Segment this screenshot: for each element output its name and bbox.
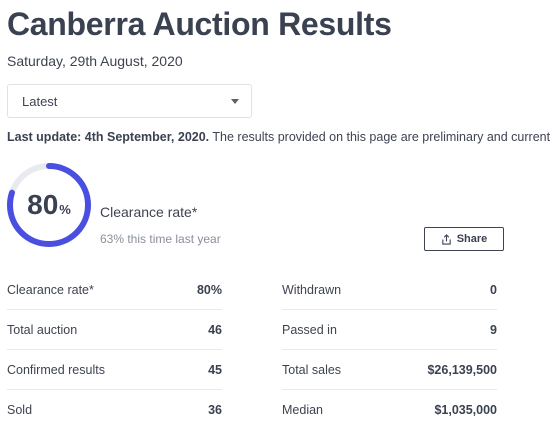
last-update-label: Last update: 4th September, 2020. [7,130,210,144]
last-year-comparison: 63% this time last year [100,232,221,246]
stat-label: Passed in [282,322,337,337]
stat-value: $26,139,500 [427,362,497,377]
stat-row-total-sales: Total sales $26,139,500 [282,350,497,390]
chevron-down-icon [231,98,239,104]
share-label: Share [456,233,488,245]
last-update-note: Last update: 4th September, 2020. The re… [7,130,554,144]
stat-row-total-auction: Total auction 46 [7,310,222,350]
clearance-rate-label: Clearance rate* [100,204,198,220]
stat-value: 0 [490,282,497,297]
gauge-progress-arc [7,163,91,247]
stat-value: 45 [208,362,222,377]
clearance-rate-gauge [7,163,91,247]
stat-row-passed-in: Passed in 9 [282,310,497,350]
stat-row-withdrawn: Withdrawn 0 [282,270,497,310]
gauge-value: 80% [6,162,92,248]
gauge-percent-sign: % [59,202,71,217]
stat-value: 36 [208,403,222,417]
stat-label: Median [282,403,323,417]
stat-label: Total auction [7,322,78,337]
stat-label: Confirmed results [7,362,105,377]
gauge-number: 80 [27,189,59,220]
stat-row-clearance-rate: Clearance rate* 80% [7,270,222,310]
results-period-value: Latest [22,93,58,109]
stat-row-median: Median $1,035,000 [282,390,497,427]
results-period-select[interactable]: Latest [7,84,252,118]
stat-row-confirmed-results: Confirmed results 45 [7,350,222,390]
stat-row-sold: Sold 36 [7,390,222,427]
last-update-text: The results provided on this page are pr… [209,130,551,144]
share-icon [441,233,451,245]
stat-value: 46 [208,322,222,337]
stat-label: Clearance rate* [7,282,94,297]
stat-value: $1,035,000 [434,403,497,417]
share-button[interactable]: Share [424,227,504,251]
stat-label: Sold [7,403,33,417]
page-title: Canberra Auction Results [7,6,392,42]
auction-date: Saturday, 29th August, 2020 [7,53,183,69]
stat-label: Withdrawn [282,282,342,297]
stat-label: Total sales [282,362,342,377]
stat-value: 80% [196,282,222,297]
stat-value: 9 [490,322,497,337]
